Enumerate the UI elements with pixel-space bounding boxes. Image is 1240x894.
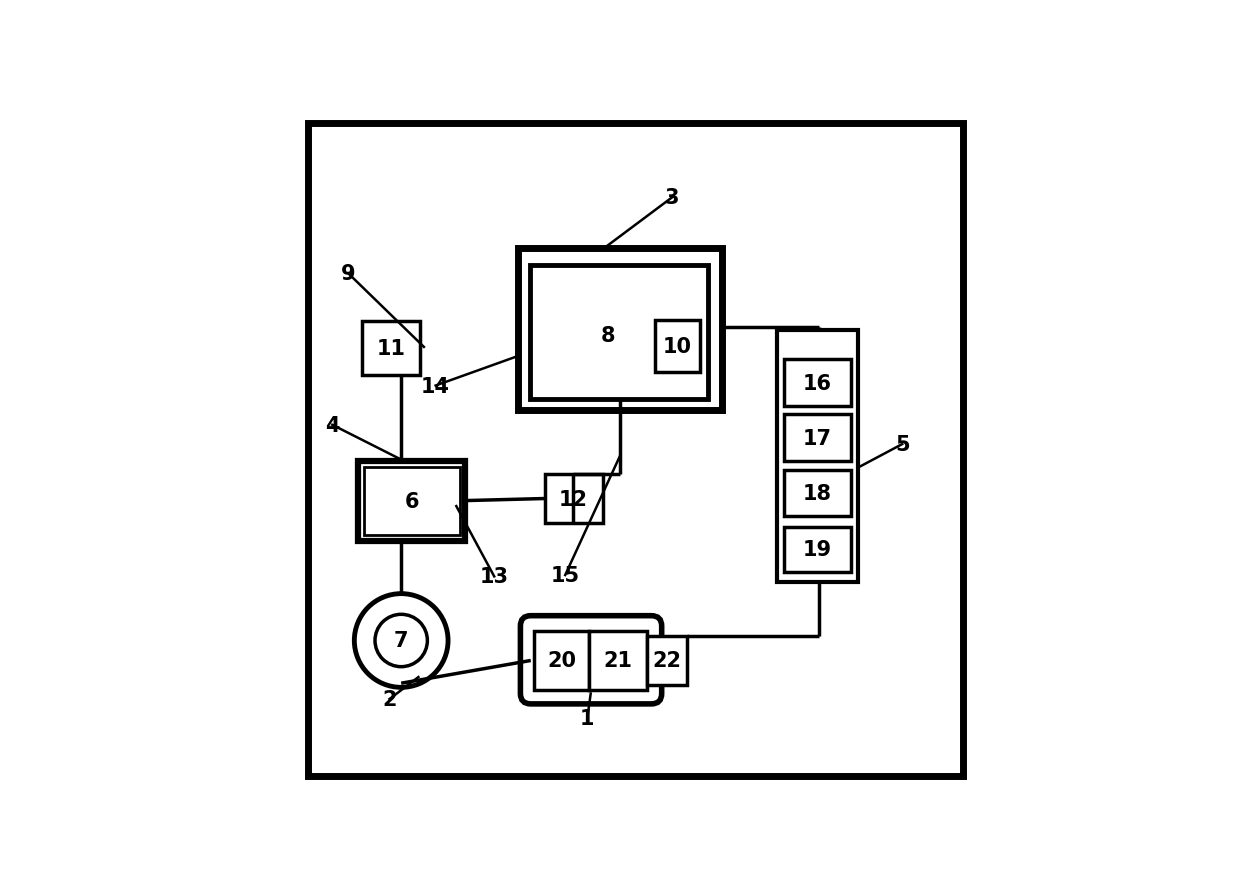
Text: 20: 20 <box>547 651 577 670</box>
FancyBboxPatch shape <box>589 631 647 690</box>
Text: 21: 21 <box>604 651 632 670</box>
Text: 7: 7 <box>394 631 408 651</box>
FancyBboxPatch shape <box>647 636 687 686</box>
FancyBboxPatch shape <box>309 123 962 776</box>
Text: 9: 9 <box>341 264 356 284</box>
FancyBboxPatch shape <box>785 360 851 407</box>
FancyBboxPatch shape <box>785 527 851 572</box>
Text: 15: 15 <box>551 565 580 586</box>
FancyBboxPatch shape <box>518 249 722 410</box>
Text: 4: 4 <box>325 416 340 435</box>
FancyBboxPatch shape <box>358 462 465 541</box>
FancyBboxPatch shape <box>544 474 603 524</box>
FancyBboxPatch shape <box>655 321 699 372</box>
Text: 11: 11 <box>377 339 405 358</box>
Text: 10: 10 <box>663 336 692 356</box>
Text: 6: 6 <box>404 491 419 511</box>
Text: 12: 12 <box>559 489 588 509</box>
Text: 8: 8 <box>600 325 615 346</box>
Text: 2: 2 <box>382 689 397 709</box>
FancyBboxPatch shape <box>365 468 460 536</box>
Text: 5: 5 <box>895 434 909 454</box>
FancyBboxPatch shape <box>529 266 708 400</box>
FancyBboxPatch shape <box>534 631 589 690</box>
Text: 17: 17 <box>804 428 832 449</box>
Text: 18: 18 <box>804 484 832 503</box>
Text: 13: 13 <box>480 567 508 586</box>
Text: 16: 16 <box>804 374 832 393</box>
Text: 3: 3 <box>665 188 680 208</box>
FancyBboxPatch shape <box>776 331 858 582</box>
FancyBboxPatch shape <box>785 415 851 462</box>
Text: 22: 22 <box>652 651 682 670</box>
Text: 1: 1 <box>580 709 594 729</box>
FancyBboxPatch shape <box>521 616 662 704</box>
FancyBboxPatch shape <box>785 470 851 517</box>
FancyBboxPatch shape <box>362 322 420 375</box>
Text: 19: 19 <box>802 539 832 560</box>
Text: 14: 14 <box>422 376 450 396</box>
